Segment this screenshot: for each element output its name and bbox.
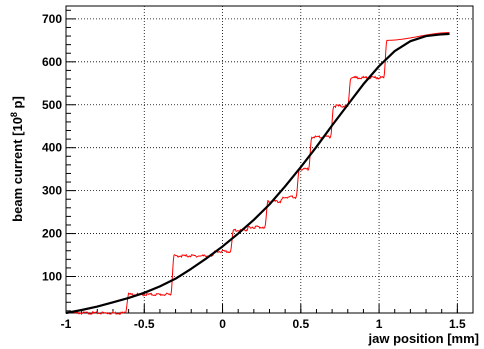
x-tick-label: 1 <box>376 317 383 331</box>
x-tick-label: -0.5 <box>134 317 155 331</box>
series-group <box>65 32 450 315</box>
y-axis-title-main: beam current [10 <box>10 117 25 222</box>
x-tick-label: 1.5 <box>449 317 466 331</box>
plot-frame <box>65 5 474 314</box>
y-tick-label: 100 <box>42 270 62 284</box>
x-axis-title: jaw position [mm] <box>368 331 480 346</box>
series-fit-line <box>65 32 450 315</box>
x-tick-label: 0.5 <box>292 317 309 331</box>
y-axis-title: beam current [108 p] <box>9 96 25 222</box>
y-tick-label: 600 <box>42 55 62 69</box>
y-tick-label: 200 <box>42 227 62 241</box>
y-tick-label: 300 <box>42 184 62 198</box>
y-axis-title-tail: p] <box>10 96 25 112</box>
tick-labels: -1 -0.5 0 0.5 1 1.5 100 200 300 400 500 600 700 <box>42 12 466 331</box>
axis-ticks <box>65 9 474 313</box>
x-tick-label: -1 <box>61 317 72 331</box>
grid <box>65 6 473 313</box>
x-tick-label: 0 <box>219 317 226 331</box>
y-tick-label: 700 <box>42 12 62 26</box>
y-tick-label: 500 <box>42 98 62 112</box>
y-tick-label: 400 <box>42 141 62 155</box>
y-axis-title-exponent: 8 <box>9 112 19 117</box>
